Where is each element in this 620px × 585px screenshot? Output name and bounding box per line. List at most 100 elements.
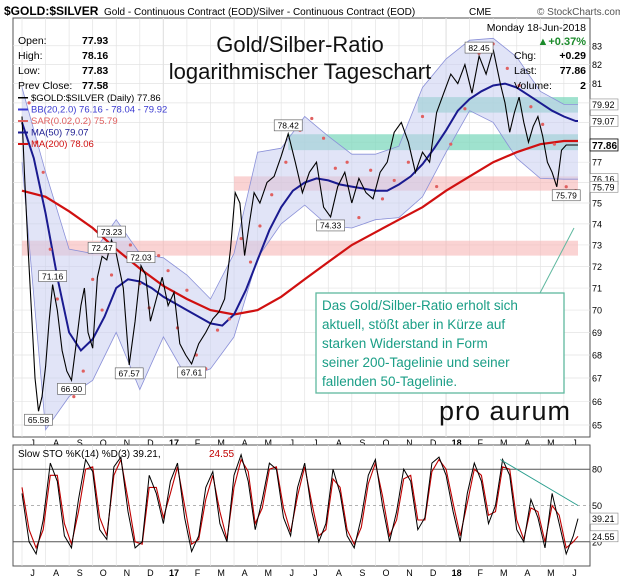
sto-x-axis: J A S O N D 17 F M A M J J A S O N D 18 F M A M J bbox=[30, 568, 576, 578]
price-x-tick-label: J bbox=[30, 438, 35, 448]
sar-dot bbox=[463, 107, 467, 111]
sto-value-marker bbox=[589, 530, 619, 543]
sar-dot bbox=[270, 193, 274, 197]
price-y-tick-label: 77 bbox=[592, 158, 602, 168]
sto-x-tick-label: F bbox=[195, 568, 201, 578]
sto-x-tick-label: N bbox=[406, 568, 413, 578]
sto-series bbox=[21, 452, 579, 556]
indicator-value-label: 79.92 bbox=[592, 100, 615, 110]
sto-trendline bbox=[500, 459, 579, 506]
price-x-tick-label: M bbox=[547, 438, 555, 448]
price-x-tick-label: S bbox=[77, 438, 83, 448]
volume-label: Volume: bbox=[514, 80, 552, 92]
sto-x-tick-label: M bbox=[217, 568, 225, 578]
sar-dot bbox=[310, 116, 314, 121]
sar-dot bbox=[48, 247, 52, 251]
sto-x-tick-label: O bbox=[382, 568, 389, 578]
exchange-label: CME bbox=[469, 7, 492, 18]
sar-dot bbox=[258, 224, 262, 228]
sto-x-tick-label: A bbox=[336, 568, 342, 578]
price-x-tick-label: A bbox=[336, 438, 342, 448]
price-y-tick-label: 74 bbox=[592, 219, 602, 229]
sar-dot bbox=[420, 114, 425, 119]
legend-entry: $GOLD:$SILVER (Daily) 77.86 bbox=[31, 93, 161, 104]
sar-dot bbox=[227, 317, 231, 321]
price-x-tick-label: M bbox=[217, 438, 225, 448]
price-x-tick-label: A bbox=[524, 438, 530, 448]
sar-dot bbox=[529, 105, 533, 109]
support-zone bbox=[22, 240, 578, 256]
chart-title-line-1: Gold/Silber-Ratio bbox=[216, 32, 384, 57]
sar-dot bbox=[81, 369, 85, 373]
sto-x-tick-label: D bbox=[147, 568, 154, 578]
annotation-box bbox=[315, 292, 565, 394]
annotation-line: Das Gold/Silber-Ratio erholt sich bbox=[322, 298, 518, 313]
price-x-tick-label: J bbox=[572, 438, 577, 448]
sto-x-tick-label: J bbox=[313, 568, 318, 578]
sar-dot bbox=[109, 273, 114, 277]
sto-x-tick-label: N bbox=[124, 568, 131, 578]
sar-dot bbox=[41, 170, 45, 174]
sar-dot bbox=[380, 197, 385, 201]
sto-x-tick-label: M bbox=[547, 568, 555, 578]
percent-change: ▲+0.37% bbox=[537, 36, 586, 48]
sto-y-axis: 80 50 20 39.21 24.55 bbox=[589, 465, 619, 547]
open-label: Open: bbox=[18, 35, 47, 47]
sto-x-tick-label: J bbox=[572, 568, 577, 578]
ma50-line bbox=[21, 82, 578, 353]
date-label: Monday 18-Jun-2018 bbox=[487, 22, 586, 34]
sto-grid bbox=[13, 445, 590, 566]
price-x-axis: J A S O N D 17 F M A M J J A S O N D 18 F M A M J bbox=[30, 438, 576, 448]
last-value: 77.86 bbox=[560, 65, 586, 77]
symbol-title: $GOLD:$SILVER bbox=[4, 4, 99, 18]
price-x-tick-label: J bbox=[313, 438, 318, 448]
price-callout-box bbox=[24, 413, 53, 426]
price-callout-label: 67.61 bbox=[181, 368, 203, 378]
sto-x-tick-label: A bbox=[53, 568, 59, 578]
sto-x-tick-label: D bbox=[430, 568, 437, 578]
last-label: Last: bbox=[514, 65, 537, 77]
price-callout-box bbox=[177, 366, 206, 379]
sar-dot bbox=[369, 168, 373, 172]
sar-dot bbox=[449, 142, 453, 146]
price-x-tick-label: J bbox=[290, 438, 295, 448]
sto-x-tick-label: M bbox=[500, 568, 508, 578]
legend-entry: MA(200) 78.06 bbox=[31, 139, 94, 150]
sar-dot bbox=[128, 243, 132, 247]
price-callout-label: 75.79 bbox=[556, 191, 578, 201]
open-value: 77.93 bbox=[82, 35, 108, 47]
sar-dot bbox=[34, 140, 38, 144]
prev-close-label: Prev Close: bbox=[18, 80, 72, 92]
sar-dot bbox=[248, 260, 253, 264]
sto-x-tick-label: 18 bbox=[452, 568, 462, 578]
price-x-tick-label: O bbox=[100, 438, 107, 448]
indicator-value-marker bbox=[589, 98, 619, 111]
sar-dot bbox=[406, 160, 410, 164]
price-callout-box bbox=[57, 383, 86, 395]
price-x-tick-label: F bbox=[195, 438, 201, 448]
legend-entry: MA(50) 79.07 bbox=[31, 128, 89, 139]
sar-dot bbox=[517, 83, 521, 88]
price-callout-label: 78.42 bbox=[278, 121, 300, 131]
high-label: High: bbox=[18, 50, 43, 62]
sar-dot bbox=[185, 288, 189, 292]
price-callout-label: 65.58 bbox=[28, 415, 50, 425]
price-y-tick-label: 83 bbox=[592, 41, 602, 51]
sar-dot bbox=[333, 166, 337, 170]
chg-label: Chg: bbox=[514, 50, 536, 62]
price-callout-label: 74.33 bbox=[320, 221, 342, 231]
price-callout-label: 82.45 bbox=[468, 43, 490, 53]
last-price-marker bbox=[589, 138, 619, 152]
price-x-tick-label: D bbox=[147, 438, 154, 448]
price-callout-box bbox=[551, 189, 581, 202]
price-callouts: 65.58 71.16 66.90 72.47 73.23 67.57 72.03 67.61… bbox=[24, 41, 581, 426]
prev-close-value: 77.58 bbox=[82, 80, 108, 92]
sto-x-tick-label: J bbox=[30, 568, 35, 578]
price-y-tick-label: 67 bbox=[592, 374, 602, 384]
sar-dot bbox=[541, 122, 545, 126]
price-x-tick-label: M bbox=[264, 438, 272, 448]
watermark: © StockCharts.com bbox=[537, 7, 620, 18]
price-x-tick-label: 17 bbox=[169, 438, 179, 448]
price-y-tick-label: 66 bbox=[592, 397, 602, 407]
